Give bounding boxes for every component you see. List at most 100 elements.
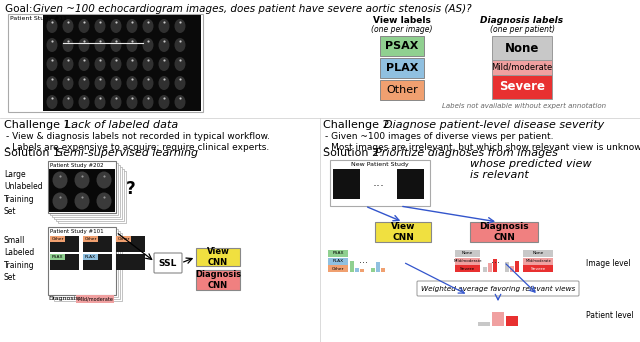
FancyBboxPatch shape [492,36,552,60]
Text: Mild/moderate: Mild/moderate [525,259,551,263]
Text: whose predicted view: whose predicted view [470,159,591,169]
FancyBboxPatch shape [483,267,487,272]
Text: Patient Study #101: Patient Study #101 [50,228,104,234]
Text: Semi-supervised learning: Semi-supervised learning [56,148,198,158]
Text: Large
Unlabeled
Training
Set: Large Unlabeled Training Set [4,170,43,216]
Ellipse shape [47,57,58,71]
Ellipse shape [159,76,170,90]
Ellipse shape [79,57,90,71]
Text: Image level: Image level [586,260,630,268]
Text: Severe: Severe [531,266,546,271]
FancyBboxPatch shape [380,58,424,78]
Ellipse shape [47,76,58,90]
Ellipse shape [47,38,58,52]
Ellipse shape [111,19,122,33]
Ellipse shape [95,57,106,71]
FancyBboxPatch shape [470,222,538,242]
Ellipse shape [159,57,170,71]
Text: View labels: View labels [373,16,431,25]
Text: Challenge 1:: Challenge 1: [4,120,77,130]
FancyBboxPatch shape [83,254,112,270]
FancyBboxPatch shape [328,250,348,257]
Text: Other: Other [332,266,344,271]
FancyBboxPatch shape [49,169,115,212]
FancyBboxPatch shape [48,227,116,295]
Text: Labels not available without expert annotation: Labels not available without expert anno… [442,103,606,109]
Text: Prioritize diagnoses from images: Prioritize diagnoses from images [375,148,558,158]
Ellipse shape [52,171,67,188]
Ellipse shape [127,38,138,52]
Text: Challenge 2:: Challenge 2: [323,120,397,130]
FancyBboxPatch shape [455,258,480,264]
Ellipse shape [111,38,122,52]
FancyBboxPatch shape [116,236,145,252]
Ellipse shape [143,95,154,109]
Text: Severe: Severe [460,266,475,271]
FancyBboxPatch shape [455,250,480,257]
Ellipse shape [127,19,138,33]
FancyBboxPatch shape [492,60,552,75]
Ellipse shape [47,95,58,109]
Text: ...: ... [373,176,385,189]
Ellipse shape [143,57,154,71]
FancyBboxPatch shape [48,161,116,213]
Text: PSAX: PSAX [385,41,419,51]
Text: Other: Other [117,237,130,241]
Text: Diagnosis
CNN: Diagnosis CNN [195,270,241,290]
FancyBboxPatch shape [50,254,79,270]
Ellipse shape [79,38,90,52]
Ellipse shape [143,19,154,33]
Ellipse shape [74,193,90,210]
Ellipse shape [127,57,138,71]
FancyBboxPatch shape [523,265,553,272]
Text: Mild/moderate: Mild/moderate [77,297,113,302]
FancyBboxPatch shape [417,281,579,296]
FancyBboxPatch shape [381,267,385,272]
FancyBboxPatch shape [50,236,65,242]
Ellipse shape [79,95,90,109]
Ellipse shape [143,38,154,52]
FancyBboxPatch shape [54,167,122,219]
FancyBboxPatch shape [506,316,518,326]
Ellipse shape [97,171,111,188]
Ellipse shape [175,57,186,71]
Text: None: None [462,251,473,255]
Text: Diagnose patient-level disease severity: Diagnose patient-level disease severity [384,120,604,130]
Text: (one per image): (one per image) [371,25,433,34]
Ellipse shape [63,19,74,33]
Text: Other: Other [51,237,64,241]
Text: is relevant: is relevant [470,170,529,180]
FancyBboxPatch shape [371,268,375,272]
FancyBboxPatch shape [515,261,519,272]
Text: None: None [505,41,539,54]
FancyBboxPatch shape [375,222,431,242]
FancyBboxPatch shape [478,322,490,326]
Ellipse shape [159,95,170,109]
Text: Lack of labeled data: Lack of labeled data [65,120,179,130]
Text: Severe: Severe [499,80,545,93]
FancyBboxPatch shape [505,262,509,272]
Ellipse shape [63,57,74,71]
FancyBboxPatch shape [52,165,120,217]
Text: - View & diagnosis labels not recorded in typical workflow.: - View & diagnosis labels not recorded i… [6,132,270,141]
Ellipse shape [111,76,122,90]
FancyBboxPatch shape [83,254,98,260]
Ellipse shape [74,171,90,188]
Text: Solution 2:: Solution 2: [323,148,387,158]
Ellipse shape [63,38,74,52]
FancyBboxPatch shape [116,236,131,242]
FancyBboxPatch shape [83,236,112,252]
Ellipse shape [52,193,67,210]
FancyBboxPatch shape [196,248,240,266]
FancyBboxPatch shape [380,80,424,100]
Text: View
CNN: View CNN [391,222,415,242]
Text: PLAX: PLAX [332,259,344,263]
FancyBboxPatch shape [52,231,120,299]
FancyBboxPatch shape [56,169,124,221]
Ellipse shape [95,95,106,109]
FancyBboxPatch shape [58,171,126,223]
FancyBboxPatch shape [50,229,118,297]
Text: - Given ~100 images of diverse views per patient.: - Given ~100 images of diverse views per… [325,132,554,141]
Text: Small
Labeled
Training
Set: Small Labeled Training Set [4,236,35,282]
Text: Mild/moderate: Mild/moderate [453,259,482,263]
